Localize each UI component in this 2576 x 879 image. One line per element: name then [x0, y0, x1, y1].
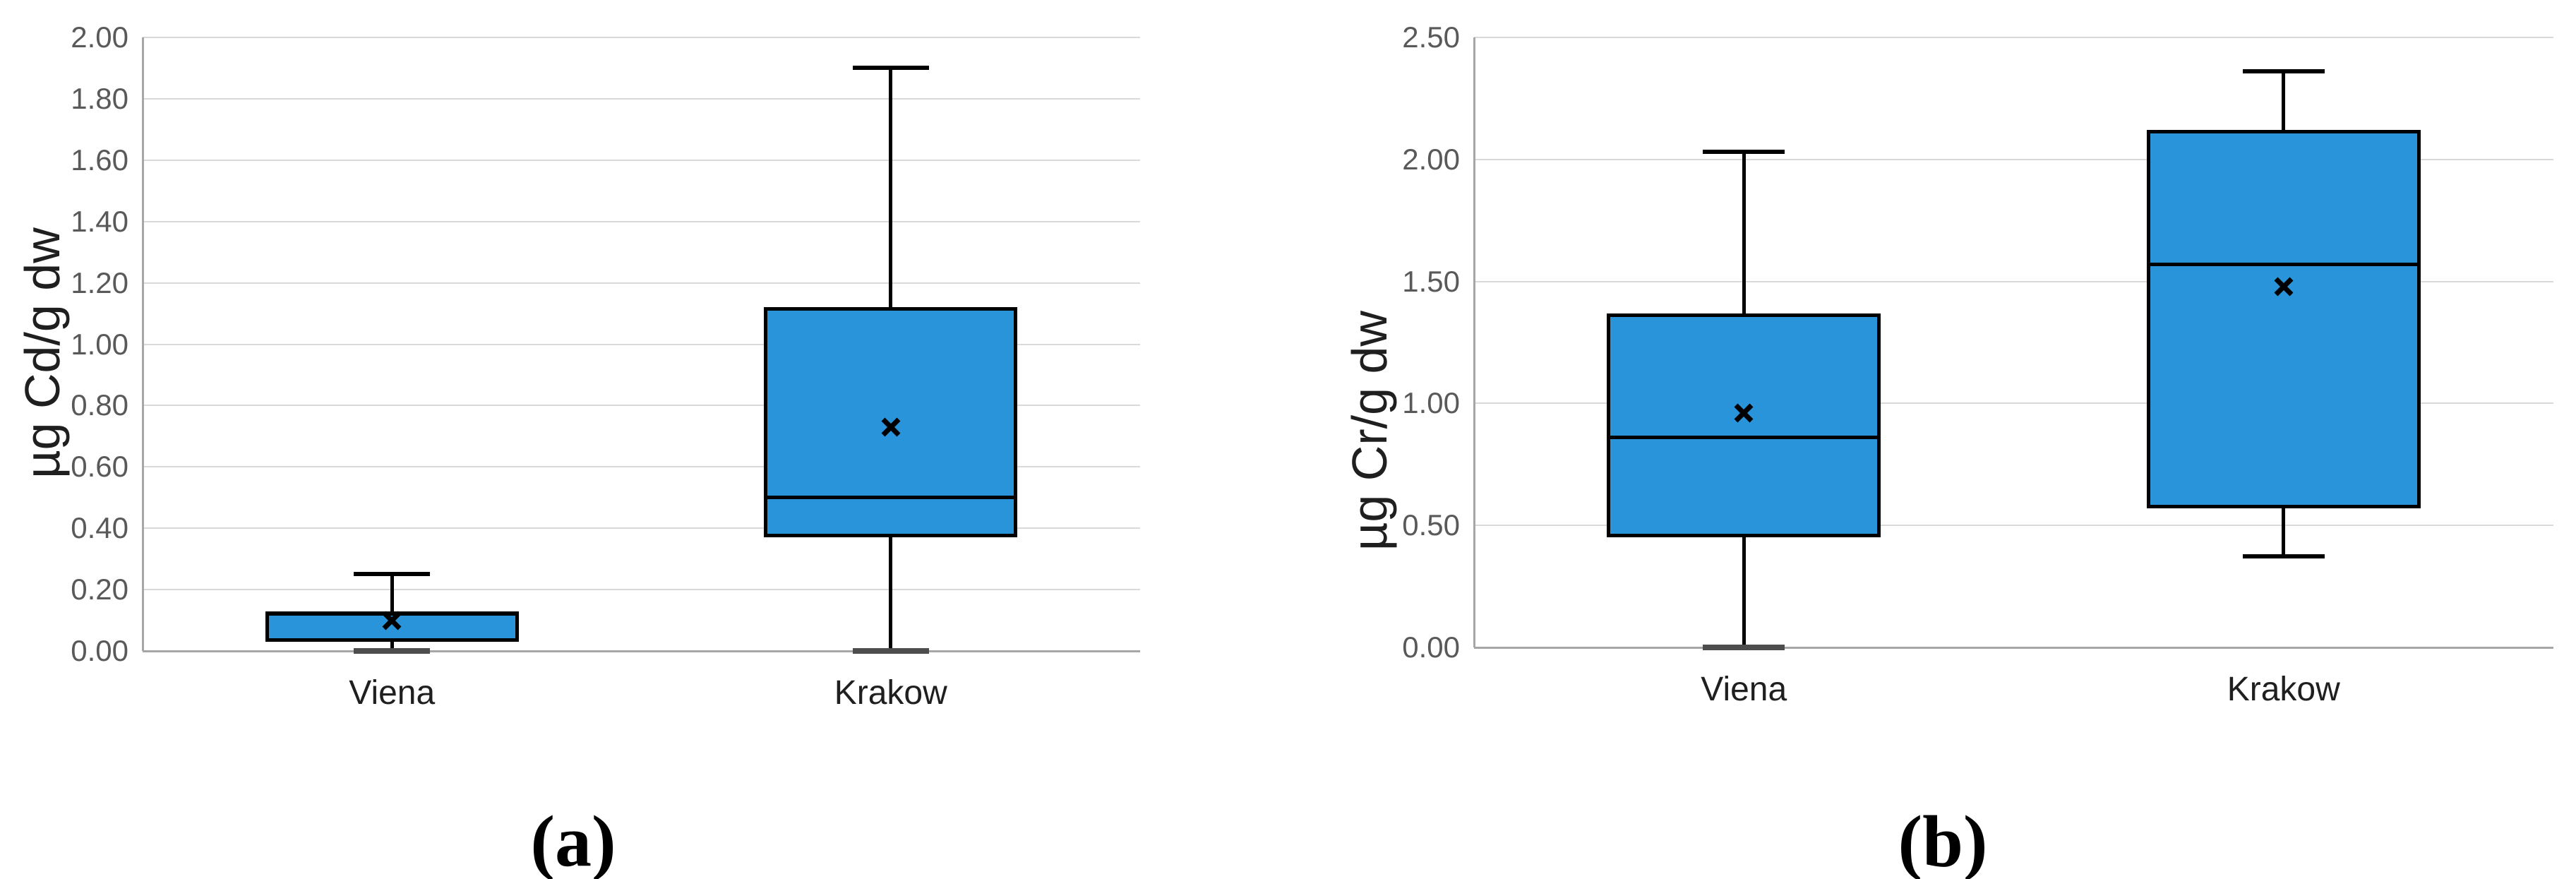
- category-label: Krakow: [2227, 671, 2340, 708]
- gridline: [143, 343, 1140, 345]
- whisker-stem: [889, 537, 893, 651]
- y-tick-label: 0.60: [71, 450, 128, 484]
- y-axis-title: µg Cd/g dw: [15, 227, 70, 479]
- y-tick-label: 1.20: [71, 265, 128, 299]
- box: [265, 611, 519, 642]
- median-line: [1607, 436, 1881, 440]
- whisker-cap: [354, 648, 431, 654]
- y-tick-label: 0.40: [71, 511, 128, 545]
- x-axis: [1474, 647, 2553, 649]
- y-tick-label: 1.40: [71, 204, 128, 238]
- whisker-cap: [1703, 645, 1785, 650]
- mean-marker: [380, 609, 404, 633]
- y-tick-label: 2.50: [1402, 20, 1460, 54]
- y-tick-label: 2.00: [1402, 142, 1460, 176]
- median-line: [2146, 262, 2421, 266]
- whisker-stem: [2282, 71, 2286, 131]
- y-axis-title: µg Cr/g dw: [1342, 311, 1397, 551]
- whisker-cap: [852, 66, 929, 71]
- whisker-stem: [1742, 537, 1746, 647]
- category-label: Krakow: [834, 674, 947, 712]
- whisker-stem: [889, 68, 893, 308]
- y-tick-label: 0.00: [1402, 630, 1460, 664]
- whisker-cap: [2242, 554, 2325, 559]
- y-tick-label: 1.00: [71, 327, 128, 361]
- gridline: [143, 159, 1140, 161]
- mean-marker: [879, 415, 903, 439]
- gridline: [143, 466, 1140, 468]
- whisker-stem: [2282, 508, 2286, 558]
- y-tick-label: 1.50: [1402, 264, 1460, 298]
- y-axis: [142, 37, 144, 651]
- x-axis: [143, 650, 1140, 652]
- category-label: Viena: [349, 674, 436, 712]
- y-axis: [1473, 37, 1475, 647]
- gridline: [143, 37, 1140, 38]
- whisker-stem: [390, 641, 394, 651]
- gridline: [143, 220, 1140, 222]
- gridline: [143, 527, 1140, 530]
- whisker-cap: [852, 648, 929, 654]
- y-tick-label: 0.20: [71, 573, 128, 606]
- box: [1607, 313, 1881, 538]
- gridline: [143, 282, 1140, 284]
- gridline: [143, 589, 1140, 591]
- y-tick-label: 1.00: [1402, 386, 1460, 420]
- gridline: [1474, 525, 2553, 527]
- mean-marker: [2272, 275, 2296, 299]
- gridline: [1474, 37, 2553, 38]
- median-line: [265, 612, 519, 616]
- gridline: [143, 405, 1140, 407]
- whisker-cap: [2242, 69, 2325, 74]
- gridline: [1474, 158, 2553, 160]
- box: [2146, 130, 2421, 508]
- whisker-cap: [1703, 150, 1785, 155]
- y-tick-label: 0.00: [71, 634, 128, 667]
- gridline: [1474, 402, 2553, 405]
- y-tick-label: 1.60: [71, 143, 128, 177]
- mean-marker: [1732, 401, 1756, 425]
- whisker-cap: [354, 572, 431, 577]
- gridline: [143, 97, 1140, 100]
- y-tick-label: 2.00: [71, 20, 128, 54]
- y-tick-label: 0.50: [1402, 508, 1460, 542]
- whisker-stem: [390, 574, 394, 611]
- whisker-stem: [1742, 152, 1746, 313]
- y-tick-label: 1.80: [71, 81, 128, 115]
- category-label: Viena: [1701, 671, 1787, 708]
- caption-b: (b): [1898, 801, 1988, 879]
- y-tick-label: 0.80: [71, 388, 128, 422]
- median-line: [764, 496, 1018, 500]
- gridline: [1474, 280, 2553, 282]
- caption-a: (a): [530, 801, 616, 879]
